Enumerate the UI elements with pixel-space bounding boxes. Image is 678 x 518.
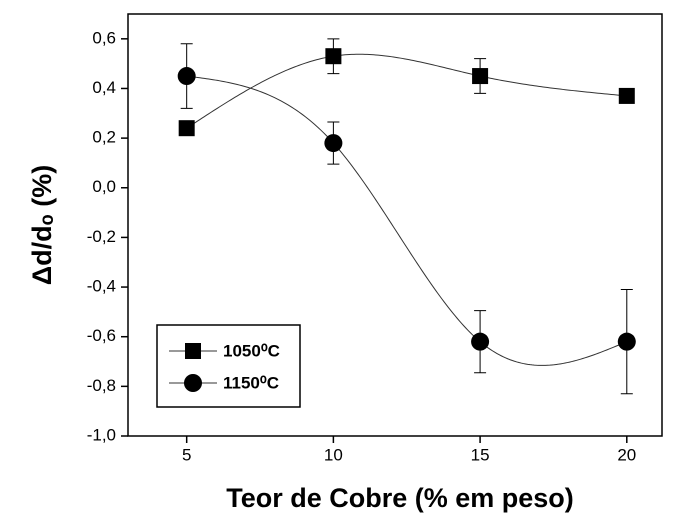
x-tick-label: 10 [324, 445, 343, 464]
legend-label: 1050⁰C [223, 341, 280, 360]
data-point [178, 120, 195, 137]
x-tick-label: 15 [471, 445, 490, 464]
fit-curve [186, 53, 627, 129]
y-tick-label: 0,4 [92, 78, 116, 97]
data-point [472, 68, 489, 85]
y-tick-label: -0,4 [87, 277, 116, 296]
x-tick-label: 20 [617, 445, 636, 464]
fit-curve [186, 75, 627, 366]
data-point [471, 332, 490, 351]
data-point [617, 332, 636, 351]
y-tick-label: -1,0 [87, 425, 116, 444]
data-point [177, 67, 196, 86]
legend-label: 1150⁰C [223, 373, 279, 392]
plot-frame [127, 13, 663, 437]
legend-marker [185, 343, 201, 359]
y-tick-label: 0,2 [92, 128, 116, 147]
data-point [324, 134, 343, 153]
y-axis-label: Δd/dₒ (%) [27, 165, 57, 285]
y-tick-label: -0,6 [87, 326, 116, 345]
data-point [618, 87, 635, 104]
data-point [325, 48, 342, 65]
x-axis-label: Teor de Cobre (% em peso) [226, 483, 574, 513]
legend-box [156, 324, 301, 408]
legend-marker [184, 374, 202, 392]
y-tick-label: 0,0 [92, 177, 116, 196]
x-tick-label: 5 [182, 445, 191, 464]
y-tick-label: -0,8 [87, 376, 116, 395]
y-tick-label: -0,2 [87, 227, 116, 246]
y-tick-label: 0,6 [92, 28, 116, 47]
